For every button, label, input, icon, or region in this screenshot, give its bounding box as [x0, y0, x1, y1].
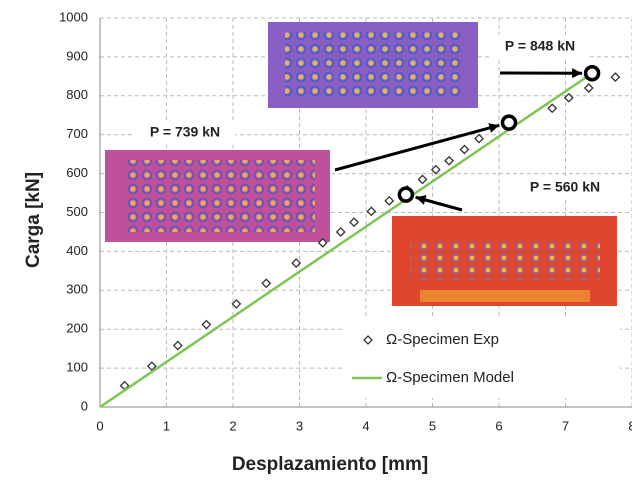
y-tick-label: 600	[66, 165, 88, 180]
y-tick-label: 900	[66, 48, 88, 63]
exp-point	[475, 135, 483, 143]
exp-point	[611, 73, 619, 81]
x-tick-label: 4	[362, 418, 369, 433]
x-axis-title: Desplazamiento [mm]	[232, 454, 428, 475]
exp-point	[548, 104, 556, 112]
arrow-head	[572, 68, 582, 78]
x-tick-label: 2	[229, 418, 236, 433]
legend-label: Ω-Specimen Model	[386, 369, 514, 386]
y-tick-label: 0	[81, 398, 88, 413]
fe-image-detail	[410, 240, 600, 280]
exp-point	[460, 145, 468, 153]
y-tick-label: 200	[66, 321, 88, 336]
y-tick-label: 100	[66, 360, 88, 375]
x-tick-label: 1	[163, 418, 170, 433]
exp-point	[350, 218, 358, 226]
annotation-point	[586, 67, 599, 80]
exp-point	[565, 94, 573, 102]
annotation-label: P = 739 kN	[150, 124, 220, 140]
x-tick-label: 0	[96, 418, 103, 433]
annotation-label: P = 560 kN	[530, 179, 600, 195]
exp-point	[367, 207, 375, 215]
y-tick-label: 400	[66, 243, 88, 258]
annotation-arrow	[335, 125, 499, 170]
annotation-point	[399, 188, 412, 201]
x-tick-label: 8	[628, 418, 632, 433]
annotation-point	[502, 116, 515, 129]
exp-point	[292, 259, 300, 267]
exp-point	[174, 342, 182, 350]
y-axis-title: Carga [kN]	[23, 172, 44, 268]
exp-point	[337, 228, 345, 236]
fe-images	[105, 22, 620, 398]
exp-point	[232, 300, 240, 308]
exp-point	[432, 166, 440, 174]
exp-point	[385, 197, 393, 205]
exp-point	[262, 279, 270, 287]
annotation-label: P = 848 kN	[505, 38, 575, 54]
y-tick-label: 800	[66, 87, 88, 102]
x-tick-label: 5	[429, 418, 436, 433]
x-tick-label: 7	[562, 418, 569, 433]
fe-image-detail	[125, 160, 315, 232]
x-tick-label: 3	[296, 418, 303, 433]
y-tick-label: 500	[66, 204, 88, 219]
exp-point	[585, 84, 593, 92]
exp-point	[202, 321, 210, 329]
y-tick-label: 1000	[59, 9, 88, 24]
fe-image-detail	[285, 32, 461, 98]
exp-point	[419, 175, 427, 183]
chart: Carga [kN] Desplazamiento [mm] 010020030…	[0, 0, 632, 481]
legend-label: Ω-Specimen Exp	[386, 331, 499, 348]
y-tick-label: 300	[66, 282, 88, 297]
x-tick-label: 6	[495, 418, 502, 433]
fe-image-detail	[420, 290, 590, 302]
y-tick-label: 700	[66, 126, 88, 141]
exp-point	[445, 157, 453, 165]
